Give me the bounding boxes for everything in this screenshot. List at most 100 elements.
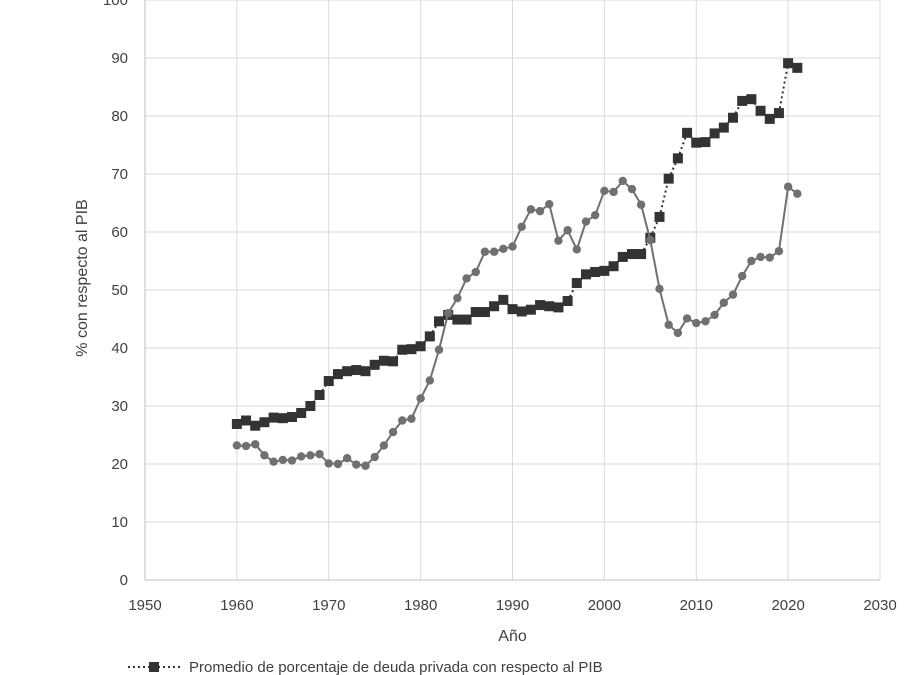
data-point-circle	[306, 451, 315, 460]
data-point-circle	[407, 414, 416, 423]
data-point-circle	[352, 460, 361, 469]
data-point-circle	[425, 376, 435, 385]
data-point-square	[388, 356, 399, 367]
data-point-square	[250, 420, 261, 431]
data-point-circle	[783, 182, 793, 191]
data-point-circle	[342, 454, 352, 463]
x-tick-label: 2030	[863, 597, 896, 614]
data-point-square	[314, 389, 325, 400]
y-tick-label: 50	[111, 282, 128, 299]
data-point-circle	[655, 284, 664, 294]
data-point-circle	[370, 452, 379, 462]
data-point-circle	[278, 455, 288, 465]
y-tick-label: 60	[111, 224, 128, 241]
data-point-square	[415, 341, 426, 352]
data-point-circle	[260, 451, 269, 460]
data-point-circle	[333, 459, 343, 469]
data-point-circle	[315, 449, 324, 459]
y-tick-label: 70	[111, 166, 128, 183]
y-tick-label: 40	[111, 340, 128, 357]
data-point-circle	[572, 245, 582, 254]
data-point-circle	[324, 459, 333, 468]
data-point-circle	[636, 200, 646, 209]
data-point-square	[277, 413, 288, 424]
data-point-square	[305, 401, 316, 411]
data-point-circle	[646, 235, 655, 245]
series-1-segment	[649, 239, 661, 290]
x-tick-label: 1950	[128, 597, 161, 614]
data-point-square	[342, 366, 353, 377]
data-point-square	[259, 417, 270, 428]
y-tick-label: 10	[111, 514, 128, 531]
y-tick-label: 20	[111, 456, 128, 473]
data-point-circle	[388, 427, 398, 437]
data-point-circle	[241, 441, 251, 451]
x-tick-label: 1960	[220, 597, 253, 614]
data-point-square	[718, 122, 729, 133]
data-point-circle	[682, 314, 692, 323]
series-0	[231, 58, 803, 431]
data-point-square	[737, 95, 748, 106]
y-tick-label: 90	[111, 50, 128, 67]
data-point-circle	[296, 452, 306, 461]
x-tick-label: 1990	[496, 597, 529, 614]
data-point-square	[544, 301, 555, 312]
data-point-square	[746, 94, 757, 105]
data-point-square	[452, 314, 463, 325]
x-axis-title: Año	[498, 628, 527, 645]
data-point-circle	[416, 394, 425, 403]
data-point-circle	[251, 440, 260, 449]
data-point-circle	[563, 226, 572, 235]
data-point-square	[663, 173, 674, 184]
data-point-circle	[508, 242, 517, 251]
data-point-square	[351, 365, 362, 376]
data-point-square	[783, 58, 794, 69]
data-point-circle	[600, 186, 609, 196]
data-point-circle	[269, 457, 278, 466]
x-tick-label: 1980	[404, 597, 437, 614]
data-point-circle	[581, 217, 591, 226]
data-point-circle	[774, 246, 784, 256]
series-1-segment	[428, 349, 440, 381]
y-axis-title: % con respecto al PIB	[74, 199, 91, 356]
data-point-circle	[728, 290, 738, 299]
data-point-square	[296, 407, 307, 418]
data-point-square	[461, 314, 472, 325]
series-0-segment	[777, 63, 790, 114]
data-point-circle	[462, 274, 471, 283]
data-point-circle	[627, 184, 637, 194]
series-1-segment	[658, 288, 670, 326]
data-point-circle	[443, 309, 453, 318]
data-point-square	[626, 249, 637, 260]
data-point-circle	[379, 441, 389, 450]
data-point-circle	[361, 461, 370, 470]
legend-square-marker	[149, 662, 159, 672]
data-point-circle	[526, 205, 536, 214]
x-tick-label: 2020	[771, 597, 804, 614]
data-point-square	[323, 376, 334, 387]
legend-entry-private-debt: Promedio de porcentaje de deuda privada …	[189, 659, 603, 675]
data-point-circle	[701, 317, 710, 326]
data-point-square	[562, 296, 573, 307]
data-point-circle	[673, 328, 683, 338]
x-tick-labels: 1950 1960 1970 1980 1990 2000 2010 2020 2030	[128, 597, 896, 614]
data-point-circle	[554, 236, 563, 245]
data-point-square	[507, 304, 518, 315]
grid	[145, 0, 881, 580]
series-1-segment	[438, 312, 450, 350]
series-1-segment	[575, 221, 587, 250]
data-point-square	[525, 304, 536, 315]
data-point-square	[636, 249, 647, 260]
data-point-square	[424, 331, 435, 342]
data-point-circle	[692, 318, 701, 328]
data-point-circle	[489, 247, 499, 256]
data-point-square	[792, 62, 803, 73]
data-point-square	[360, 366, 371, 377]
series-1-segment	[777, 186, 790, 252]
data-point-square	[231, 418, 242, 429]
data-point-square	[728, 112, 738, 123]
series-1-segment	[594, 190, 606, 216]
data-point-square	[397, 344, 408, 355]
data-point-square	[406, 344, 417, 355]
data-point-square	[608, 261, 619, 272]
